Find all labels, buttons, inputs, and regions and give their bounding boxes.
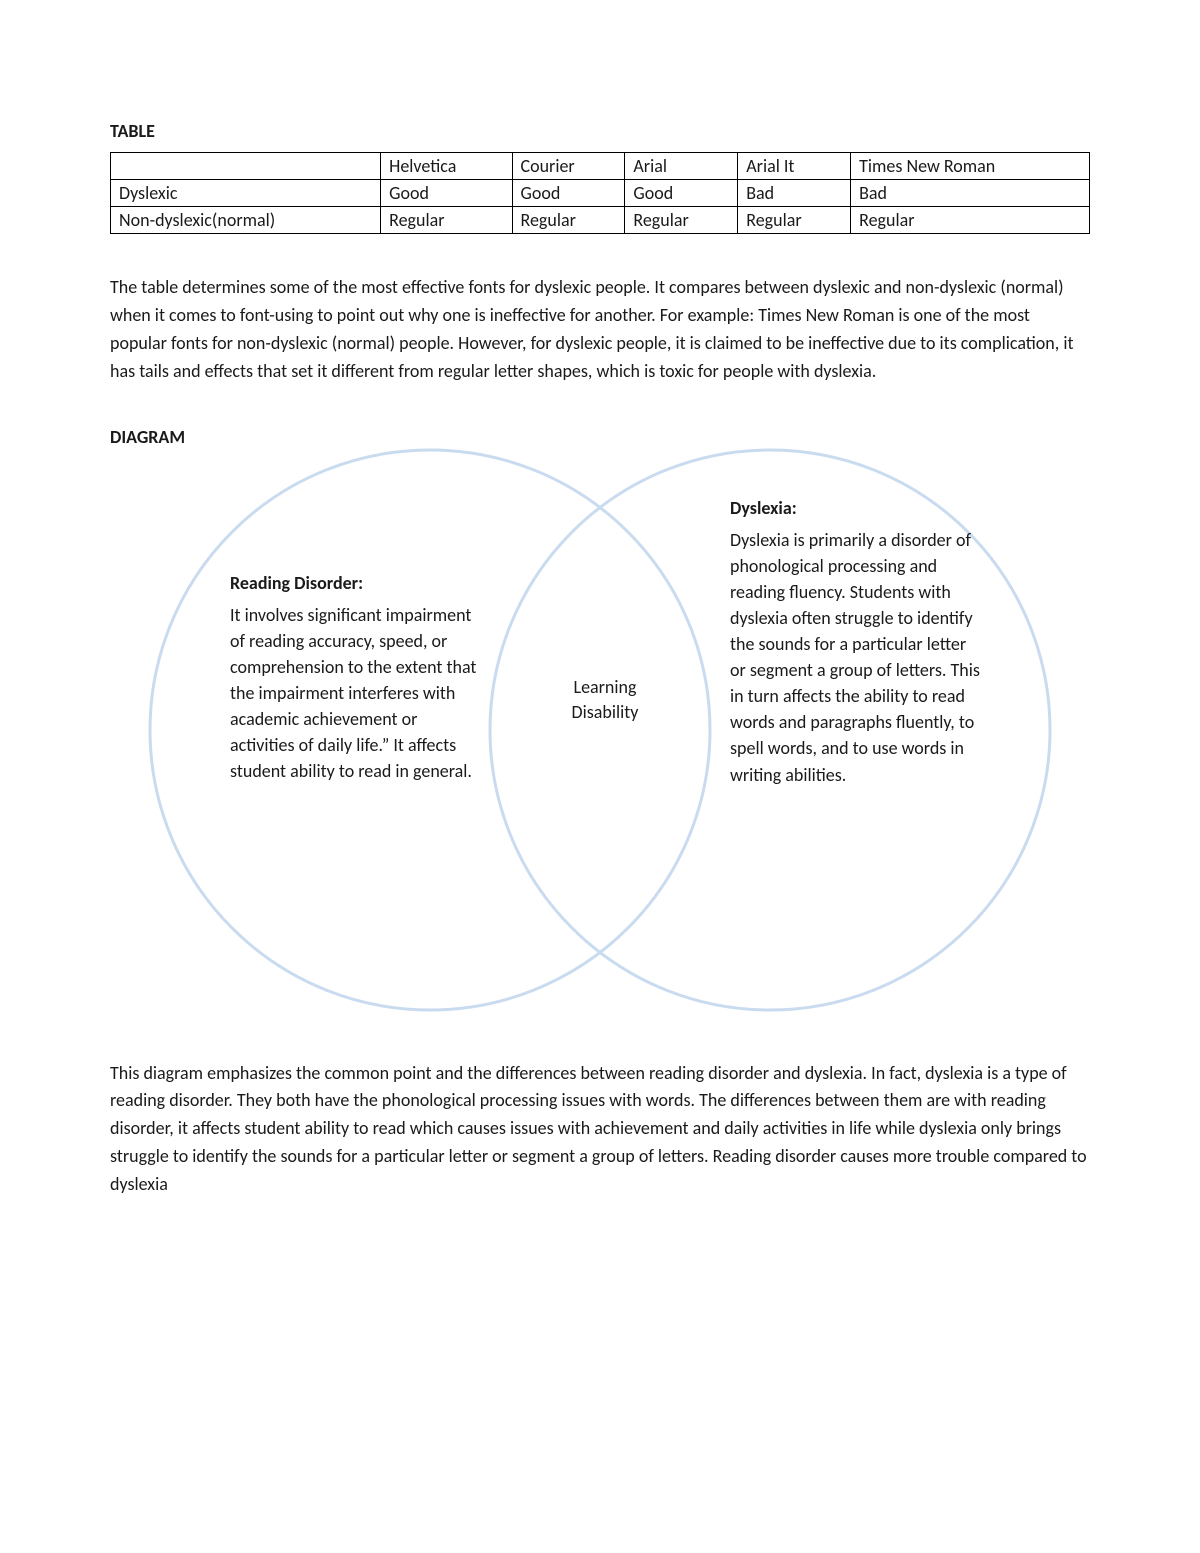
- venn-center-block: Learning Disability: [540, 675, 670, 725]
- venn-center-line1: Learning: [574, 676, 637, 698]
- table-row: Dyslexic Good Good Good Bad Bad: [111, 180, 1090, 207]
- table-cell: Non-dyslexic(normal): [111, 207, 381, 234]
- table-header-cell: Arial It: [738, 153, 851, 180]
- table-cell: Bad: [738, 180, 851, 207]
- table-header-cell: Arial: [625, 153, 738, 180]
- table-cell: Regular: [625, 207, 738, 234]
- venn-left-title: Reading Disorder:: [230, 570, 480, 596]
- table-row: Non-dyslexic(normal) Regular Regular Reg…: [111, 207, 1090, 234]
- venn-diagram: Reading Disorder: It involves significan…: [110, 430, 1090, 1030]
- table-header-cell: Courier: [512, 153, 625, 180]
- table-cell: Dyslexic: [111, 180, 381, 207]
- table-cell: Bad: [851, 180, 1090, 207]
- venn-center-line2: Disability: [572, 701, 639, 723]
- diagram-paragraph: This diagram emphasizes the common point…: [110, 1060, 1090, 1199]
- table-cell: Regular: [851, 207, 1090, 234]
- table-cell: Good: [512, 180, 625, 207]
- venn-right-title: Dyslexia:: [730, 495, 980, 521]
- document-page: TABLE Helvetica Courier Arial Arial It T…: [0, 0, 1200, 1279]
- table-header-cell: Helvetica: [381, 153, 512, 180]
- table-cell: Good: [625, 180, 738, 207]
- table-paragraph: The table determines some of the most ef…: [110, 274, 1090, 386]
- table-header-cell: [111, 153, 381, 180]
- table-cell: Regular: [381, 207, 512, 234]
- table-cell: Good: [381, 180, 512, 207]
- table-header-cell: Times New Roman: [851, 153, 1090, 180]
- table-header-row: Helvetica Courier Arial Arial It Times N…: [111, 153, 1090, 180]
- venn-right-block: Dyslexia: Dyslexia is primarily a disord…: [730, 495, 980, 788]
- venn-right-body: Dyslexia is primarily a disorder of phon…: [730, 529, 980, 786]
- table-cell: Regular: [512, 207, 625, 234]
- fonts-table: Helvetica Courier Arial Arial It Times N…: [110, 152, 1090, 234]
- venn-left-body: It involves significant impairment of re…: [230, 604, 476, 783]
- table-cell: Regular: [738, 207, 851, 234]
- venn-left-block: Reading Disorder: It involves significan…: [230, 570, 480, 785]
- table-heading: TABLE: [110, 120, 1090, 142]
